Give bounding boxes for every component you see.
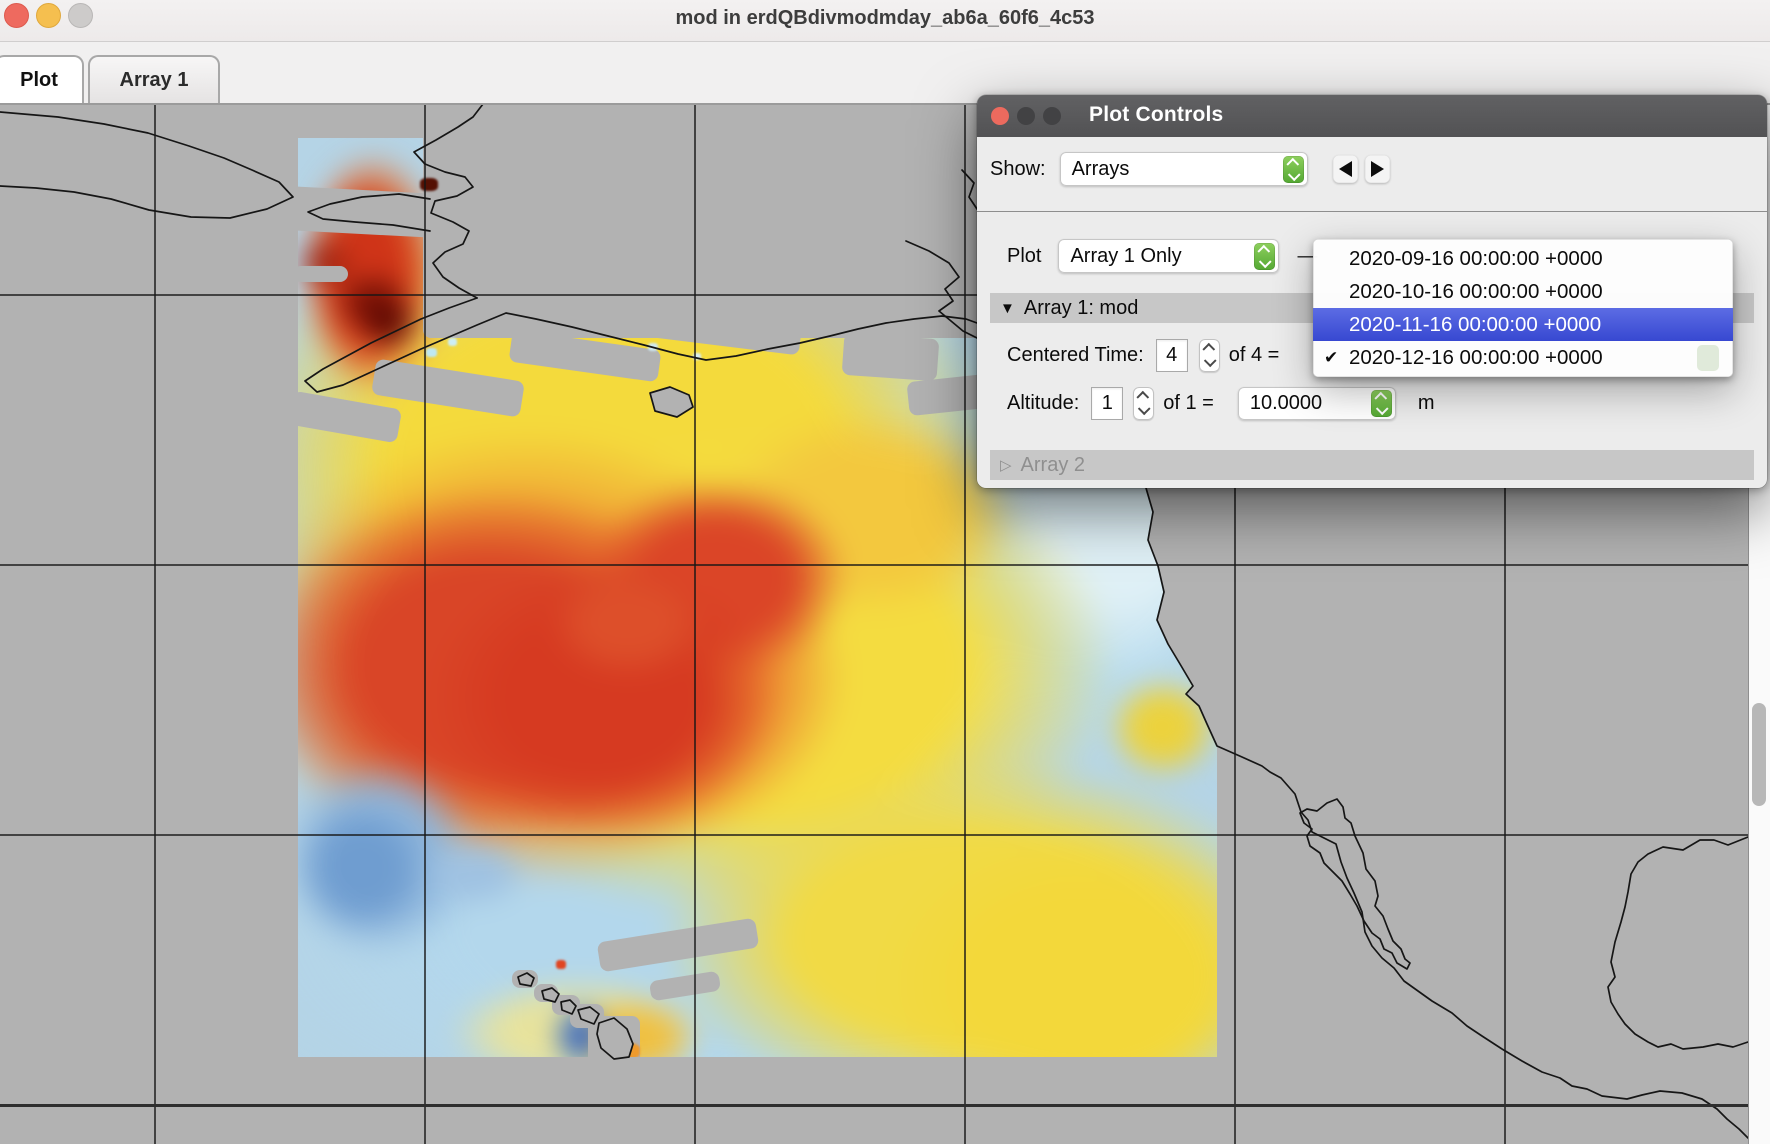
latitude-gridline (0, 834, 1770, 836)
menu-item-time[interactable]: 2020-09-16 00:00:00 +0000 (1349, 247, 1603, 270)
heatmap-blob (418, 838, 528, 908)
coastline-overlay (0, 103, 1749, 1139)
us-mexico-pacific-coastline (1145, 487, 1749, 1139)
hawaii-islands (517, 972, 634, 1060)
latitude-gridline (0, 1104, 1770, 1107)
right-arrow-icon (1370, 161, 1384, 177)
plot-controls-titlebar: Plot Controls (977, 95, 1767, 137)
show-popup-value: Arrays (1071, 157, 1130, 180)
altitude-label: Altitude: (1007, 391, 1080, 414)
heatmap-dot (556, 960, 566, 969)
left-arrow-icon (1338, 161, 1352, 177)
baja-california-coastline (1299, 798, 1411, 970)
kodiak-island (649, 386, 694, 418)
popup-stepper-icon (1254, 242, 1276, 270)
gulf-of-mexico-coastline (1607, 836, 1749, 1050)
altitude-suffix: of 1 = (1163, 391, 1214, 414)
kenai-coastline (961, 169, 978, 210)
close-button[interactable] (4, 3, 29, 28)
array2-section-title: Array 2 (1020, 453, 1086, 476)
altitude-unit: m (1417, 391, 1435, 414)
centered-time-stepper[interactable] (1198, 338, 1220, 372)
centered-time-field[interactable]: 4 (1155, 338, 1188, 372)
popup-stepper-icon (1370, 389, 1392, 417)
close-button[interactable] (991, 107, 1009, 125)
centered-time-suffix: of 4 = (1228, 343, 1280, 366)
disclosure-triangle-icon: ▼ (1000, 299, 1015, 317)
plot-mode-popup-button[interactable]: Array 1 Only (1058, 239, 1280, 273)
heatmap-dot (426, 348, 437, 357)
separator (977, 211, 1767, 212)
array1-section-title: Array 1: mod (1023, 296, 1139, 319)
chukotka-coastline (0, 111, 294, 219)
longitude-gridline (154, 103, 156, 1144)
latitude-gridline (0, 294, 1770, 296)
california-land-mask (1146, 488, 1217, 746)
menu-item-time[interactable]: ✔ 2020-12-16 00:00:00 +0000 (1313, 341, 1733, 374)
minimize-button-disabled (1017, 107, 1035, 125)
popup-stepper-icon (1282, 155, 1304, 183)
checkmark-icon: ✔ (1324, 348, 1339, 367)
latitude-gridline (0, 564, 1770, 566)
minimize-button[interactable] (36, 3, 61, 28)
show-popup-button[interactable]: Arrays (1059, 152, 1308, 186)
previous-button[interactable] (1332, 155, 1358, 183)
seward-peninsula-coastline (307, 193, 431, 232)
menu-item-time[interactable]: 2020-10-16 00:00:00 +0000 (1349, 280, 1603, 303)
altitude-field[interactable]: 1 (1091, 386, 1124, 420)
tab-bar: Plot Array 1 (0, 42, 1770, 105)
heatmap-dot (693, 353, 701, 360)
dash-text: — (1297, 244, 1318, 267)
tab-plot[interactable]: Plot (0, 55, 84, 103)
alaska-peninsula-coastline (304, 297, 978, 393)
longitude-gridline (964, 103, 966, 1144)
alaska-west-coastline (413, 103, 484, 299)
plot-mode-value: Array 1 Only (1070, 244, 1182, 267)
zoom-button-disabled (68, 3, 93, 28)
longitude-gridline (1234, 103, 1236, 1144)
heatmap-blob (358, 298, 418, 348)
tab-array-1[interactable]: Array 1 (88, 55, 220, 103)
altitude-value: 10.0000 (1249, 391, 1323, 414)
show-label: Show: (990, 157, 1046, 180)
window-titlebar: mod in erdQBdivmodmday_ab6a_60f6_4c53 (0, 0, 1770, 42)
heatmap-blob (548, 568, 708, 678)
longitude-gridline (694, 103, 696, 1144)
next-button[interactable] (1364, 155, 1390, 183)
plot-controls-title: Plot Controls (1089, 103, 1224, 126)
hidden-popup-stepper-ghost (1697, 345, 1719, 371)
altitude-stepper[interactable] (1133, 386, 1155, 420)
longitude-gridline (424, 103, 426, 1144)
plot-label: Plot (1007, 244, 1042, 267)
array2-section-header[interactable]: ▷ Array 2 (990, 450, 1754, 480)
menu-item-time[interactable]: 2020-11-16 00:00:00 +0000 (1313, 308, 1733, 341)
heatmap-dot (448, 338, 457, 346)
time-dropdown-menu: 2020-09-16 00:00:00 +0000 2020-10-16 00:… (1313, 239, 1733, 377)
disclosure-triangle-icon: ▷ (1000, 457, 1012, 474)
longitude-gridline (1504, 103, 1506, 1144)
heatmap-blob (298, 803, 428, 933)
cook-inlet-coastline (905, 240, 978, 339)
altitude-value-popup-button[interactable]: 10.0000 (1237, 386, 1396, 420)
land-mask (298, 266, 348, 282)
window-title: mod in erdQBdivmodmday_ab6a_60f6_4c53 (675, 7, 1095, 29)
zoom-button-disabled (1043, 107, 1061, 125)
centered-time-label: Centered Time: (1007, 343, 1144, 366)
scrollbar-thumb[interactable] (1752, 703, 1766, 806)
